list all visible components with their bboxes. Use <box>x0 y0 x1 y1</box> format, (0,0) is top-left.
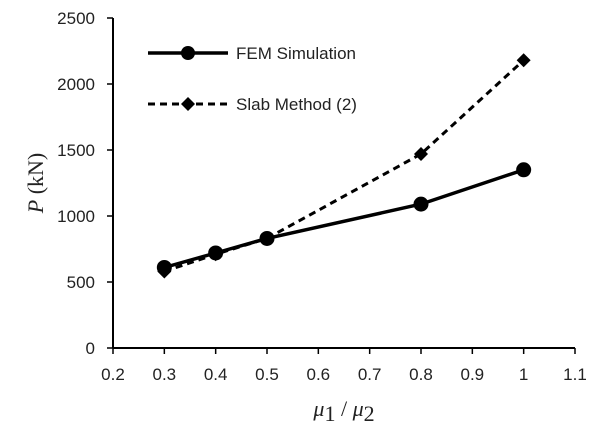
x-tick-label: 1.1 <box>563 365 587 384</box>
data-point-slab <box>157 264 172 279</box>
svg-text:P (kN): P (kN) <box>23 153 48 215</box>
y-axis-title: P (kN) <box>23 153 48 215</box>
y-axis-title-unit: (kN) <box>23 153 48 200</box>
legend-item-slab: Slab Method (2) <box>148 95 357 114</box>
legend: FEM Simulation Slab Method (2) <box>148 44 357 114</box>
x-axis-title: μ1 / μ2 <box>312 396 374 426</box>
y-tick-label: 0 <box>86 339 95 358</box>
legend-label-fem: FEM Simulation <box>236 44 356 63</box>
legend-marker-slab <box>181 97 195 111</box>
series-line-slab <box>163 59 525 273</box>
x-axis-title-slash: / <box>335 396 352 421</box>
data-point-fem <box>413 196 429 212</box>
y-tick-label: 2000 <box>57 75 95 94</box>
series-layer <box>156 53 532 279</box>
legend-label-slab: Slab Method (2) <box>236 95 357 114</box>
x-axis-title-sub1: 1 <box>324 401 335 426</box>
axes <box>112 18 575 349</box>
y-ticks: 0 500 1000 1500 2000 2500 <box>57 9 113 358</box>
y-tick-label: 2500 <box>57 9 95 28</box>
data-point-slab <box>208 247 223 262</box>
x-tick-label: 0.7 <box>358 365 382 384</box>
y-tick-label: 1000 <box>57 207 95 226</box>
x-axis-title-sub2: 2 <box>364 401 375 426</box>
data-point-slab <box>516 53 531 68</box>
legend-marker-fem <box>181 46 195 60</box>
x-tick-label: 0.2 <box>101 365 125 384</box>
y-tick-label: 1500 <box>57 141 95 160</box>
data-point-slab <box>414 146 428 161</box>
y-tick-label: 500 <box>67 273 95 292</box>
x-tick-label: 0.9 <box>461 365 485 384</box>
data-point-slab <box>260 231 274 246</box>
x-axis-title-mu2: μ <box>352 396 364 421</box>
x-tick-label: 0.8 <box>409 365 433 384</box>
svg-text:μ1 / μ2: μ1 / μ2 <box>312 396 374 426</box>
x-ticks: 0.2 0.3 0.4 0.5 0.6 0.7 0.8 0.9 1 1.1 <box>101 348 587 384</box>
x-axis-title-mu1: μ <box>312 396 324 421</box>
x-tick-label: 0.5 <box>255 365 279 384</box>
legend-item-fem: FEM Simulation <box>148 44 356 63</box>
y-axis-title-var: P <box>23 200 48 214</box>
x-tick-label: 0.6 <box>307 365 331 384</box>
data-point-fem <box>516 162 532 178</box>
x-tick-label: 0.3 <box>153 365 177 384</box>
x-tick-label: 0.4 <box>204 365 228 384</box>
x-tick-label: 1 <box>519 365 528 384</box>
